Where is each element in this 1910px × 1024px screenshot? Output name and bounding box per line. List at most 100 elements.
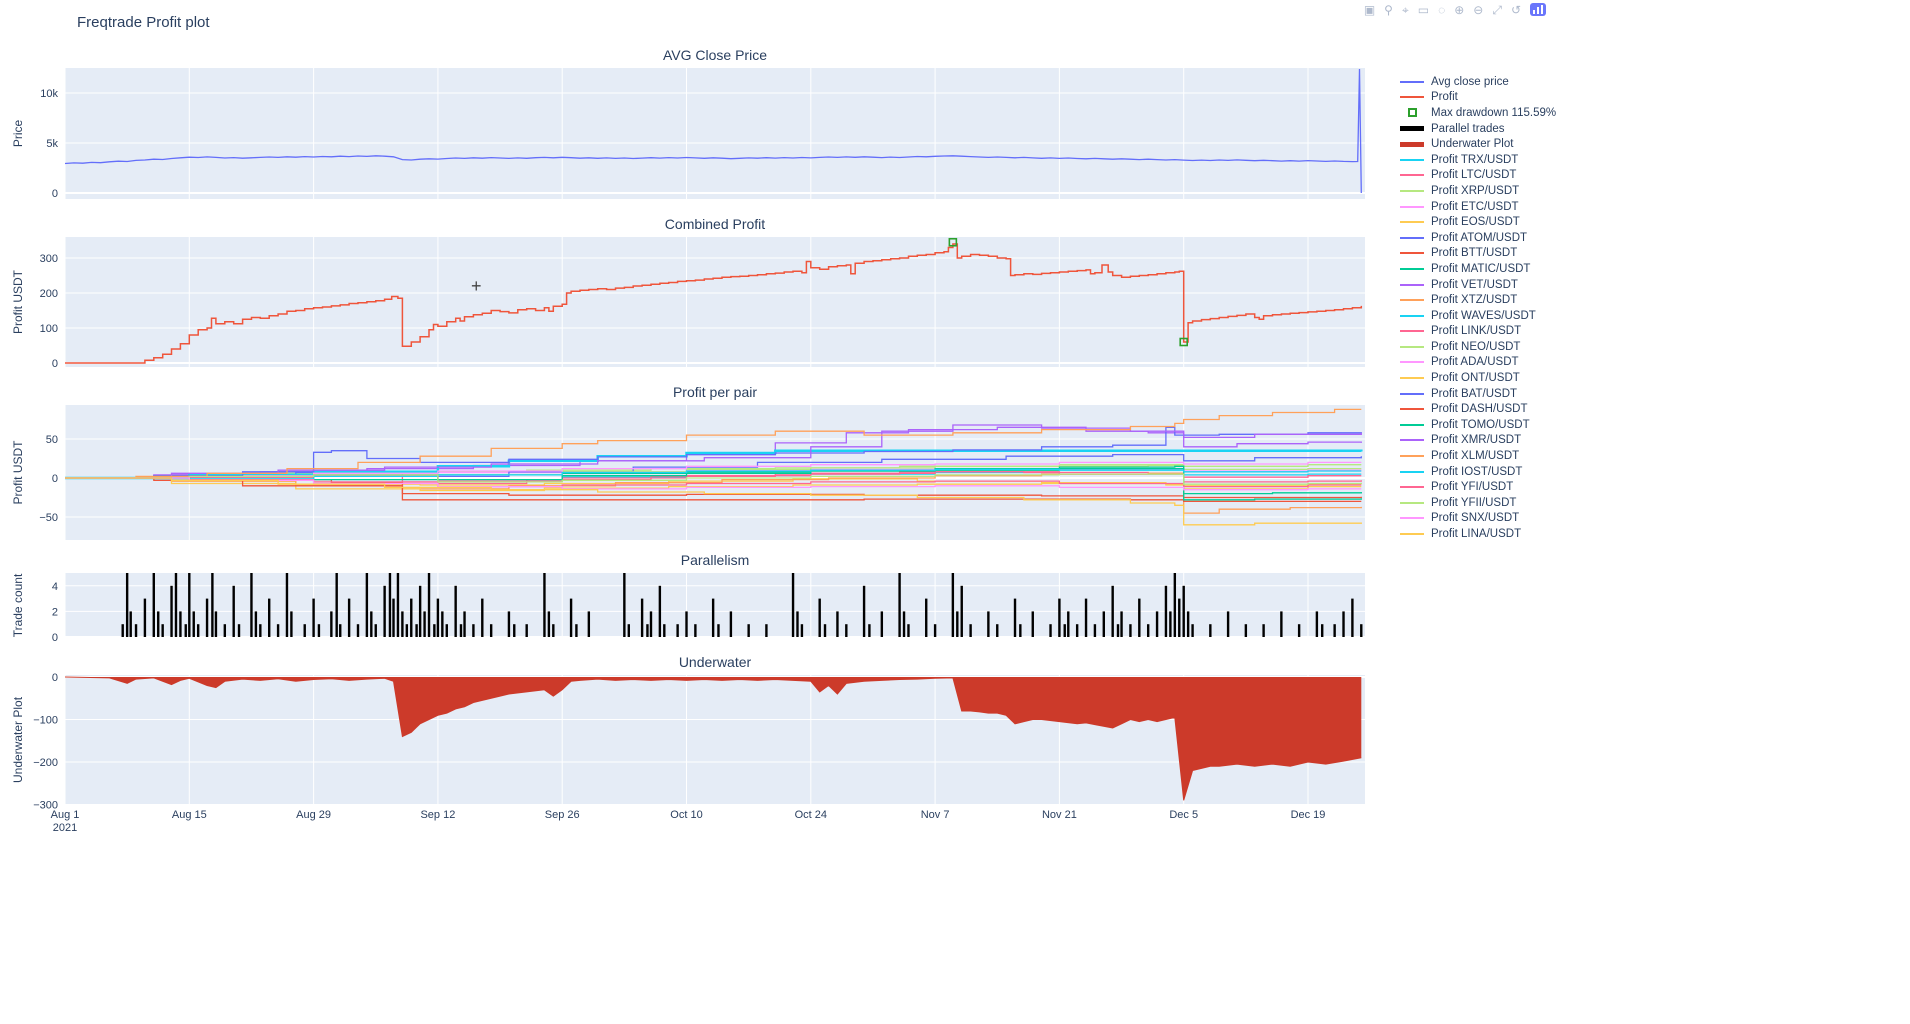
legend-item-profit-snx-usdt[interactable]: Profit SNX/USDT	[1398, 511, 1556, 527]
parallel-trades-bar	[1116, 624, 1120, 637]
legend-item-profit-yfii-usdt[interactable]: Profit YFII/USDT	[1398, 495, 1556, 511]
y-tick-label: 0	[52, 188, 58, 200]
parallel-trades-bar	[129, 611, 132, 637]
legend-swatch-icon	[1398, 189, 1426, 192]
parallel-trades-bar	[250, 573, 253, 637]
legend-item-profit-ada-usdt[interactable]: Profit ADA/USDT	[1398, 355, 1556, 371]
legend-item-profit-btt-usdt[interactable]: Profit BTT/USDT	[1398, 246, 1556, 262]
parallel-trades-bar	[347, 598, 351, 637]
parallel-trades-bar	[623, 573, 626, 637]
y-tick-label: −100	[33, 715, 58, 727]
legend-label: Profit XMR/USDT	[1431, 434, 1522, 447]
legend-swatch-icon	[1398, 96, 1426, 99]
legend-item-parallel-trades[interactable]: Parallel trades	[1398, 121, 1556, 137]
parallel-trades-bar	[237, 624, 241, 637]
legend-item-profit-waves-usdt[interactable]: Profit WAVES/USDT	[1398, 308, 1556, 324]
parallel-trades-bar	[188, 573, 191, 637]
legend-item-profit-xtz-usdt[interactable]: Profit XTZ/USDT	[1398, 292, 1556, 308]
legend-swatch-icon	[1398, 377, 1426, 380]
series-profit-iost-usdt	[65, 468, 1362, 480]
parallel-trades-bar	[818, 598, 821, 637]
parallel-trades-bar	[552, 624, 555, 637]
legend-swatch-icon	[1398, 236, 1426, 239]
legend-item-profit-ont-usdt[interactable]: Profit ONT/USDT	[1398, 370, 1556, 386]
legend-label: Max drawdown 115.59%	[1431, 106, 1557, 119]
parallel-trades-bar	[303, 624, 306, 637]
parallel-trades-bar	[796, 611, 799, 637]
box-select-icon[interactable]: ▭	[1417, 2, 1430, 17]
legend-label: Profit ADA/USDT	[1431, 356, 1519, 369]
legend-item-profit-dash-usdt[interactable]: Profit DASH/USDT	[1398, 401, 1556, 417]
reset-axes-icon[interactable]: ↺	[1510, 2, 1521, 17]
legend-swatch-icon	[1398, 283, 1426, 286]
legend-swatch-icon	[1398, 345, 1426, 348]
legend-item-profit-iost-usdt[interactable]: Profit IOST/USDT	[1398, 464, 1556, 480]
legend-item-max-drawdown-115-59-[interactable]: Max drawdown 115.59%	[1398, 105, 1556, 121]
parallel-trades-bar	[441, 611, 444, 637]
parallel-trades-bar	[472, 624, 475, 637]
legend-item-profit-matic-usdt[interactable]: Profit MATIC/USDT	[1398, 261, 1556, 277]
legend-swatch-icon	[1398, 141, 1426, 147]
parallel-trades-bar	[170, 585, 173, 637]
main-title: Freqtrade Profit plot	[77, 14, 210, 31]
legend-label: Profit LINK/USDT	[1431, 325, 1522, 338]
parallel-trades-bar	[676, 624, 679, 637]
y-tick-label: 0	[52, 473, 58, 485]
parallel-trades-bar	[410, 598, 413, 637]
legend-swatch-icon	[1398, 533, 1426, 536]
lasso-select-icon[interactable]: ◌	[1438, 2, 1446, 17]
camera-icon[interactable]: ▣	[1363, 2, 1376, 17]
legend-label: Profit EOS/USDT	[1431, 216, 1520, 229]
pan-icon[interactable]: ⌖	[1401, 2, 1409, 17]
parallel-trades-bar	[196, 624, 200, 637]
parallel-trades-bar	[134, 624, 138, 637]
parallel-trades-bar	[569, 598, 573, 637]
autoscale-icon[interactable]: ⤢	[1492, 2, 1502, 17]
legend-item-profit[interactable]: Profit	[1398, 90, 1556, 106]
legend-item-profit-bat-usdt[interactable]: Profit BAT/USDT	[1398, 386, 1556, 402]
legend-item-profit-yfi-usdt[interactable]: Profit YFI/USDT	[1398, 479, 1556, 495]
parallel-trades-bar	[1182, 585, 1185, 637]
parallel-trades-bar	[1146, 624, 1150, 637]
legend-swatch-icon	[1398, 392, 1426, 395]
parallel-trades-bar	[481, 598, 484, 637]
x-tick-label: Aug 29	[296, 809, 331, 821]
zoom-out-icon[interactable]: ⊖	[1473, 2, 1484, 17]
parallel-trades-bar	[211, 573, 214, 637]
parallel-trades-bar	[507, 611, 511, 637]
legend-item-profit-link-usdt[interactable]: Profit LINK/USDT	[1398, 324, 1556, 340]
legend-item-profit-trx-usdt[interactable]: Profit TRX/USDT	[1398, 152, 1556, 168]
parallel-trades-bar	[1315, 611, 1319, 637]
legend-item-profit-ltc-usdt[interactable]: Profit LTC/USDT	[1398, 168, 1556, 184]
parallel-trades-bar	[956, 611, 959, 637]
legend-item-profit-xlm-usdt[interactable]: Profit XLM/USDT	[1398, 448, 1556, 464]
legend-item-underwater-plot[interactable]: Underwater Plot	[1398, 136, 1556, 152]
parallel-trades-bar	[649, 611, 653, 637]
legend-item-profit-tomo-usdt[interactable]: Profit TOMO/USDT	[1398, 417, 1556, 433]
legend-item-profit-etc-usdt[interactable]: Profit ETC/USDT	[1398, 199, 1556, 215]
parallel-trades-bar	[663, 624, 666, 637]
plotly-logo-icon[interactable]	[1530, 3, 1546, 16]
legend-item-profit-eos-usdt[interactable]: Profit EOS/USDT	[1398, 214, 1556, 230]
legend-label: Profit IOST/USDT	[1431, 465, 1523, 478]
zoom-icon[interactable]: ⚲	[1384, 2, 1393, 17]
legend-swatch-icon	[1398, 126, 1426, 132]
parallel-trades-bar	[179, 611, 182, 637]
legend-item-profit-xrp-usdt[interactable]: Profit XRP/USDT	[1398, 183, 1556, 199]
y-tick-label: 300	[40, 253, 58, 265]
y-axis-label: Profit USDT	[11, 440, 25, 505]
legend-item-profit-lina-usdt[interactable]: Profit LINA/USDT	[1398, 526, 1556, 542]
max-drawdown-marker-icon	[1179, 337, 1189, 347]
legend-item-profit-xmr-usdt[interactable]: Profit XMR/USDT	[1398, 433, 1556, 449]
parallel-trades-bar	[800, 624, 804, 637]
legend-swatch-icon	[1398, 361, 1426, 364]
legend-item-profit-vet-usdt[interactable]: Profit VET/USDT	[1398, 277, 1556, 293]
zoom-in-icon[interactable]: ⊕	[1454, 2, 1465, 17]
parallel-trades-bar	[627, 624, 630, 637]
x-tick-label: Dec 19	[1291, 809, 1326, 821]
legend-item-avg-close-price[interactable]: Avg close price	[1398, 74, 1556, 90]
legend-item-profit-atom-usdt[interactable]: Profit ATOM/USDT	[1398, 230, 1556, 246]
legend-item-profit-neo-usdt[interactable]: Profit NEO/USDT	[1398, 339, 1556, 355]
legend-label: Profit YFII/USDT	[1431, 496, 1517, 509]
